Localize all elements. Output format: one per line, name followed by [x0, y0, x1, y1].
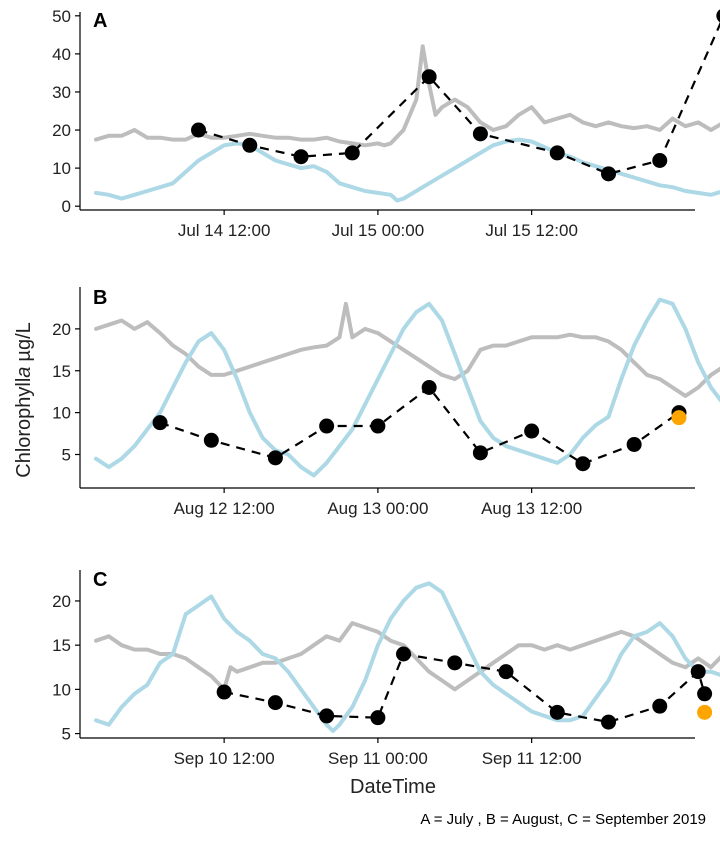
panel-A: 0 10 20 30 40 50 Jul 14 12:00 Jul 15 00:00 Jul 1…	[52, 7, 720, 240]
grab-sample-point	[697, 686, 712, 701]
panel-label: B	[93, 287, 107, 309]
y-tick-label: 50	[52, 7, 71, 26]
grab-sample-point	[550, 705, 565, 720]
grab-sample-point	[191, 123, 206, 138]
chart-panels: 0 10 20 30 40 50 Jul 14 12:00 Jul 15 00:00 Jul 1…	[52, 7, 720, 768]
y-tick-label: 10	[52, 404, 71, 423]
grab-sample-point	[473, 126, 488, 141]
grab-sample-point	[652, 153, 667, 168]
grab-sample-point	[601, 166, 616, 181]
highlight-sample-point	[697, 705, 712, 720]
grab-sample-point	[524, 424, 539, 439]
x-tick-label: Sep 11 12:00	[482, 749, 582, 768]
grab-sample-point	[575, 456, 590, 471]
grab-sample-point	[268, 450, 283, 465]
grab-sample-point	[319, 419, 334, 434]
y-tick-label: 30	[52, 83, 71, 102]
y-tick-label: 20	[52, 320, 71, 339]
grab-sample-point	[601, 715, 616, 730]
grab-sample-point	[473, 445, 488, 460]
grab-sample-point	[627, 437, 642, 452]
y-tick-label: 20	[52, 592, 71, 611]
x-tick-label: Aug 13 00:00	[327, 499, 428, 518]
grab-sample-point	[447, 655, 462, 670]
series-line-gray	[96, 46, 720, 149]
y-tick-label: 15	[52, 362, 71, 381]
x-axis-title: DateTime	[350, 776, 436, 798]
grab-sample-point	[716, 8, 720, 23]
x-tick-label: Sep 11 00:00	[328, 749, 428, 768]
x-tick-label: Jul 15 12:00	[485, 221, 578, 240]
y-axis-title: Chlorophyllaµg/L	[13, 322, 35, 478]
series-line-blue	[96, 140, 720, 201]
y-tick-label: 5	[62, 446, 71, 465]
x-tick-label: Jul 15 00:00	[332, 221, 425, 240]
grab-sample-point	[370, 419, 385, 434]
figure-caption: A = July , B = August, C = September 201…	[420, 811, 706, 828]
panel-label: A	[93, 10, 107, 32]
panel-label: C	[93, 569, 107, 591]
grab-sample-point	[499, 664, 514, 679]
grab-sample-point	[204, 433, 219, 448]
x-tick-label: Jul 14 12:00	[178, 221, 271, 240]
grab-sample-point	[652, 699, 667, 714]
grab-sample-point	[294, 149, 309, 164]
grab-sample-point	[153, 415, 168, 430]
grab-sample-point	[268, 695, 283, 710]
grab-sample-point	[422, 380, 437, 395]
x-tick-label: Sep 10 12:00	[174, 749, 275, 768]
y-tick-label: 10	[52, 680, 71, 699]
highlight-sample-point	[671, 410, 686, 425]
series-line-gray	[96, 304, 720, 396]
grab-sample-point	[691, 664, 706, 679]
grab-sample-point	[370, 710, 385, 725]
grab-sample-point	[217, 685, 232, 700]
grab-sample-connector	[160, 388, 679, 464]
grab-sample-connector	[224, 654, 704, 722]
series-line-blue	[96, 300, 720, 476]
grab-sample-point	[422, 69, 437, 84]
x-tick-label: Aug 12 12:00	[174, 499, 275, 518]
grab-sample-point	[396, 647, 411, 662]
y-tick-label: 40	[52, 45, 71, 64]
x-tick-label: Aug 13 12:00	[481, 499, 582, 518]
grab-sample-point	[319, 708, 334, 723]
panel-B: 5 10 15 20 Aug 12 12:00 Aug 13 00:00 Aug 13 12…	[52, 287, 720, 518]
y-tick-label: 20	[52, 121, 71, 140]
grab-sample-point	[345, 145, 360, 160]
grab-sample-point	[242, 138, 257, 153]
grab-sample-connector	[199, 16, 720, 174]
y-tick-label: 0	[62, 197, 71, 216]
y-tick-label: 10	[52, 159, 71, 178]
y-tick-label: 15	[52, 636, 71, 655]
grab-sample-point	[550, 145, 565, 160]
y-tick-label: 5	[62, 725, 71, 744]
panel-C: 5 10 15 20 Sep 10 12:00 Sep 11 00:00 Sep 11 12…	[52, 569, 720, 768]
